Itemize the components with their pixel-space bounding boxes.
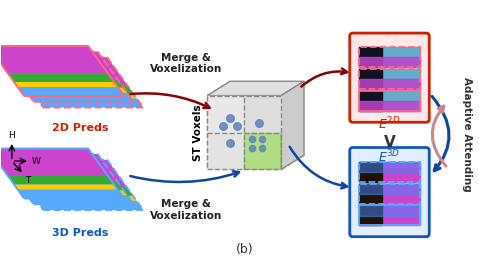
Polygon shape: [0, 46, 108, 73]
Bar: [359, 69, 382, 89]
Text: Merge &
Voxelization: Merge & Voxelization: [150, 200, 222, 221]
Polygon shape: [0, 148, 124, 198]
FancyBboxPatch shape: [350, 148, 429, 237]
Text: (b): (b): [236, 243, 253, 256]
Polygon shape: [17, 79, 124, 88]
Bar: [244, 132, 281, 169]
Polygon shape: [0, 52, 117, 79]
Text: W: W: [32, 157, 41, 166]
Polygon shape: [207, 81, 304, 96]
Bar: [359, 162, 420, 182]
Text: 2D Preds: 2D Preds: [52, 123, 108, 133]
Polygon shape: [0, 52, 134, 102]
Bar: [359, 47, 420, 67]
FancyBboxPatch shape: [350, 33, 429, 122]
Polygon shape: [17, 182, 124, 190]
Bar: [359, 79, 420, 89]
Polygon shape: [27, 187, 133, 196]
Text: $E^{2D}$: $E^{2D}$: [378, 116, 401, 132]
Polygon shape: [8, 176, 114, 184]
Bar: [359, 100, 420, 111]
Bar: [359, 91, 420, 111]
Text: H: H: [9, 131, 15, 140]
Polygon shape: [281, 81, 304, 169]
Bar: [359, 184, 420, 194]
Polygon shape: [7, 58, 127, 85]
Polygon shape: [33, 196, 137, 201]
Text: ST Voxels: ST Voxels: [193, 104, 203, 161]
Polygon shape: [0, 46, 124, 96]
Text: V: V: [384, 135, 395, 149]
Bar: [207, 132, 244, 169]
Bar: [359, 205, 420, 226]
Polygon shape: [27, 85, 133, 94]
Polygon shape: [14, 82, 118, 87]
Polygon shape: [0, 148, 108, 176]
Bar: [359, 69, 420, 89]
Bar: [359, 47, 420, 67]
Bar: [359, 91, 382, 111]
Polygon shape: [7, 58, 143, 108]
Polygon shape: [23, 190, 127, 195]
Bar: [359, 57, 420, 67]
Polygon shape: [14, 184, 118, 189]
Bar: [359, 205, 420, 216]
Polygon shape: [33, 94, 137, 99]
Bar: [359, 205, 420, 226]
Text: T: T: [25, 176, 31, 185]
Bar: [359, 162, 420, 172]
Polygon shape: [8, 73, 114, 82]
Bar: [359, 205, 382, 226]
Polygon shape: [7, 160, 143, 210]
Text: $E^{3D}$: $E^{3D}$: [378, 148, 400, 165]
Bar: [359, 184, 420, 204]
Text: Adaptive Attending: Adaptive Attending: [462, 77, 472, 191]
Polygon shape: [23, 88, 127, 93]
Bar: [359, 184, 420, 204]
Polygon shape: [7, 160, 127, 187]
Bar: [207, 96, 244, 132]
Bar: [359, 91, 420, 111]
Text: Merge &
Voxelization: Merge & Voxelization: [150, 52, 222, 74]
Polygon shape: [0, 154, 117, 182]
Bar: [359, 184, 382, 204]
Bar: [359, 69, 420, 89]
Bar: [244, 96, 281, 132]
Bar: [359, 162, 382, 182]
Bar: [359, 47, 382, 67]
Bar: [359, 162, 420, 182]
Text: 3D Preds: 3D Preds: [52, 228, 108, 238]
Polygon shape: [0, 154, 134, 204]
